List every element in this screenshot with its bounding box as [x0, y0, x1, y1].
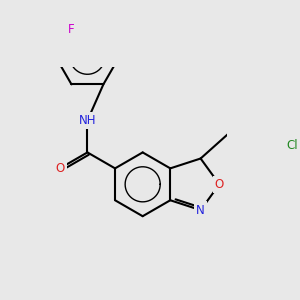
Text: F: F: [68, 22, 75, 36]
Text: NH: NH: [79, 114, 96, 127]
Text: Cl: Cl: [287, 139, 298, 152]
Text: O: O: [215, 178, 224, 191]
Text: N: N: [196, 204, 205, 217]
Text: O: O: [55, 162, 64, 175]
